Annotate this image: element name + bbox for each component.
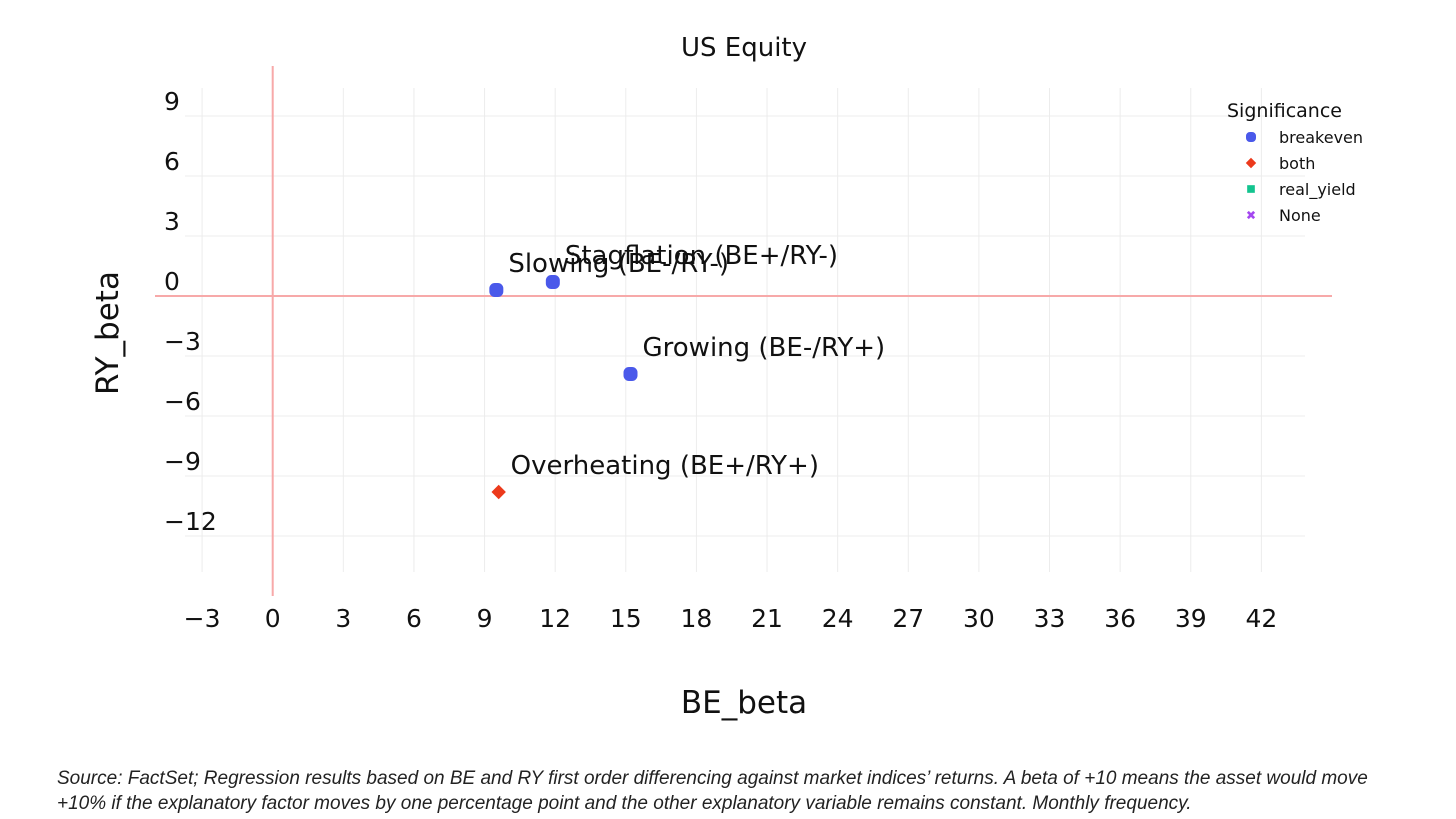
x-tick-label: 0 — [265, 604, 281, 633]
data-point-breakeven — [545, 275, 560, 289]
x-tick-label: 42 — [1245, 604, 1277, 633]
x-tick-label: 24 — [822, 604, 854, 633]
legend-marker-breakeven — [1246, 132, 1256, 142]
legend-marker-both — [1245, 157, 1257, 169]
legend-label-none: None — [1279, 206, 1321, 225]
x-tick-label: 3 — [335, 604, 351, 633]
legend-items: breakeven both real_yield None — [1245, 128, 1363, 225]
legend-label-both: both — [1279, 154, 1315, 173]
y-tick-label: −12 — [164, 507, 217, 536]
y-tick-label: 3 — [164, 207, 180, 236]
grid-layer — [185, 88, 1305, 572]
point-labels: Slowing (BE-/RY-)Stagflation (BE+/RY-) Gr… — [508, 241, 885, 481]
x-tick-label: 15 — [610, 604, 642, 633]
x-tick-label: 6 — [406, 604, 422, 633]
source-caption: Source: FactSet; Regression results base… — [57, 768, 1368, 814]
scatter-chart: −3 0 3 6 9 12 15 18 21 24 27 30 33 36 39 429630−3−6−9−1… — [90, 33, 1363, 721]
x-tick-label: 30 — [963, 604, 995, 633]
data-point-breakeven — [489, 283, 504, 297]
y-tick-label: 9 — [164, 87, 180, 116]
data-point-breakeven — [623, 367, 638, 381]
x-axis-title: BE_beta — [681, 685, 807, 721]
point-label: Growing (BE-/RY+) — [643, 333, 886, 363]
y-tick-label: −9 — [164, 447, 201, 476]
legend-label-breakeven: breakeven — [1279, 128, 1363, 147]
x-tick-label: 27 — [892, 604, 924, 633]
legend-marker-real_yield — [1247, 185, 1255, 193]
point-label: Overheating (BE+/RY+) — [511, 451, 819, 481]
x-tick-label: 36 — [1104, 604, 1136, 633]
y-tick-label: 0 — [164, 267, 180, 296]
y-tick-label: −6 — [164, 387, 201, 416]
legend-title: Significance — [1227, 100, 1342, 122]
x-tick-label: 12 — [539, 604, 571, 633]
legend-marker-none — [1246, 210, 1256, 220]
tick-labels: −3 0 3 6 9 12 15 18 21 24 27 30 33 36 39 429630−3−6−9−1… — [164, 87, 1277, 633]
x-tick-label: 9 — [477, 604, 493, 633]
x-tick-label: −3 — [184, 604, 221, 633]
legend-label-real_yield: real_yield — [1279, 180, 1356, 200]
chart-title: US Equity — [681, 33, 807, 63]
x-tick-label: 21 — [751, 604, 783, 633]
data-point-both — [491, 484, 506, 500]
data-points — [489, 275, 638, 500]
zero-lines — [155, 66, 1332, 596]
x-tick-label: 33 — [1034, 604, 1066, 633]
point-label: Slowing (BE-/RY-) — [508, 249, 729, 279]
y-tick-label: −3 — [164, 327, 201, 356]
point-label: Stagflation (BE+/RY-) — [565, 241, 838, 271]
x-tick-label: 18 — [681, 604, 713, 633]
legend: Significance breakeven both real_yield None — [1227, 100, 1363, 225]
x-tick-label: 39 — [1175, 604, 1207, 633]
y-tick-label: 6 — [164, 147, 180, 176]
y-axis-title: RY_beta — [90, 271, 126, 395]
